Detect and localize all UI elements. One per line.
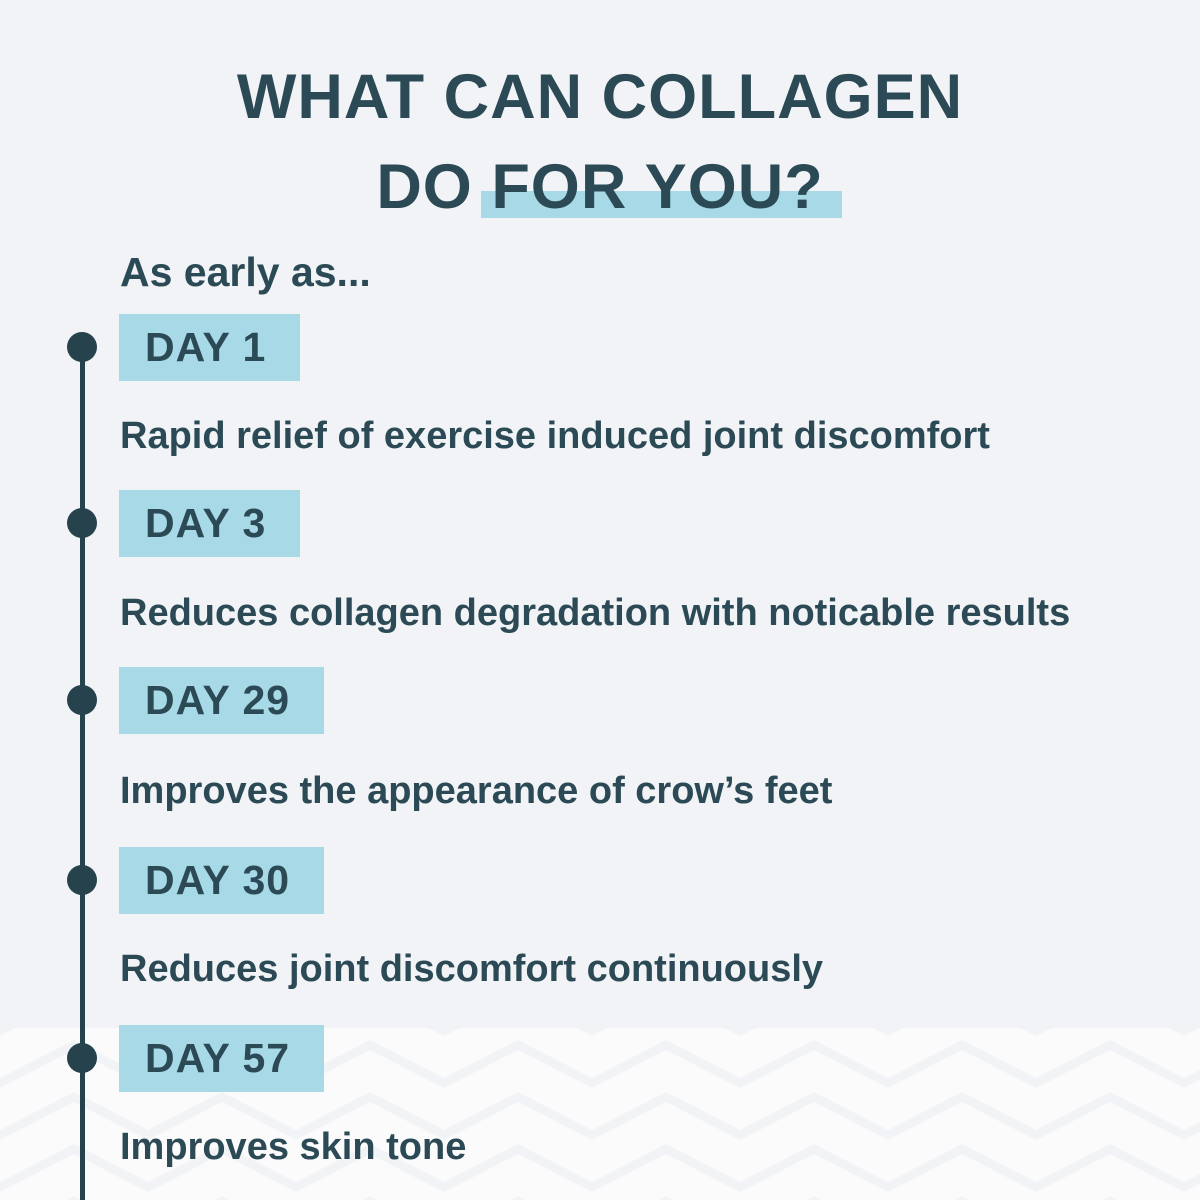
day-badge-day29: DAY 29 xyxy=(119,667,325,734)
timeline-dot-day30 xyxy=(67,865,97,895)
timeline-dot-day29 xyxy=(67,685,97,715)
day-description-day3: Reduces collagen degradation with notica… xyxy=(120,592,1071,634)
page-title-line2: DO FOR YOU? xyxy=(0,156,1200,219)
day-badge-day30: DAY 30 xyxy=(119,847,325,914)
timeline-dot-day3 xyxy=(67,508,97,538)
day-badge-day3: DAY 3 xyxy=(119,490,301,557)
day-description-day30: Reduces joint discomfort continuously xyxy=(120,948,824,990)
intro-text: As early as... xyxy=(120,249,371,295)
timeline-line xyxy=(80,347,85,1200)
day-description-day57: Improves skin tone xyxy=(120,1126,467,1168)
day-badge-day1: DAY 1 xyxy=(119,314,301,381)
day-description-day29: Improves the appearance of crow’s feet xyxy=(120,770,833,812)
title-highlighted-text: FOR YOU? xyxy=(481,152,843,222)
timeline-dot-day57 xyxy=(67,1043,97,1073)
title-line2-prefix: DO xyxy=(376,152,492,222)
day-description-day1: Rapid relief of exercise induced joint d… xyxy=(120,415,990,457)
day-badge-day57: DAY 57 xyxy=(119,1025,325,1092)
page-title-line1: WHAT CAN COLLAGEN xyxy=(236,62,964,132)
timeline-dot-day1 xyxy=(67,332,97,362)
